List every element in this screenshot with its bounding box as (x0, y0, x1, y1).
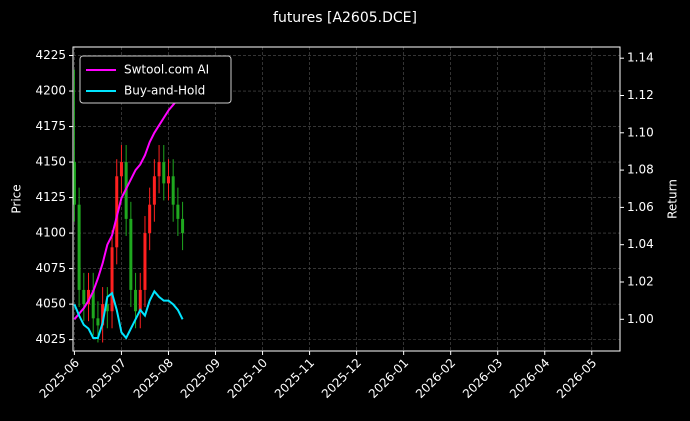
y-axis-label: Price (10, 184, 24, 213)
y2-tick-label: 1.08 (627, 163, 654, 177)
legend-box (79, 55, 232, 104)
x-tick-label: 2025-11 (272, 356, 317, 401)
candle-body (152, 176, 156, 205)
y-tick-label: 4175 (35, 119, 66, 133)
y-tick-label: 4075 (35, 261, 66, 275)
candle-body (119, 162, 123, 177)
legend: Swtool.com AI Buy-and-Hold (79, 55, 232, 104)
candle-body (166, 176, 170, 184)
x-tick-label: 2025-08 (131, 356, 176, 401)
candle-body (134, 289, 138, 312)
y2-tick-label: 1.12 (627, 88, 654, 102)
candle-body (181, 218, 185, 234)
legend-label: Buy-and-Hold (124, 84, 205, 98)
series-line (73, 94, 184, 320)
candle-body (101, 304, 105, 326)
candle-body (171, 176, 175, 205)
y2-tick-label: 1.06 (627, 200, 654, 214)
candle-body (129, 218, 133, 290)
candle-body (176, 204, 180, 219)
candle-body (72, 162, 76, 205)
candle-body (162, 162, 166, 184)
y-tick-label: 4100 (35, 226, 66, 240)
candle-body (138, 289, 142, 312)
candle-body (157, 162, 161, 177)
y2-tick-label: 1.04 (627, 237, 654, 251)
candle-body (105, 304, 109, 312)
candle-body (110, 247, 114, 312)
chart-title: futures [A2605.DCE] (273, 10, 417, 26)
candle-body (91, 289, 95, 319)
candle-body (148, 204, 152, 234)
y2-tick-label: 1.00 (627, 312, 654, 326)
x-tick-label: 2026-05 (554, 356, 599, 401)
x-tick-label: 2025-10 (225, 356, 270, 401)
x-tick-label: 2026-01 (366, 356, 411, 401)
y-tick-label: 4025 (35, 332, 66, 346)
y-tick-label: 4125 (35, 190, 66, 204)
candle-body (96, 318, 100, 326)
plot-frame (72, 46, 621, 352)
y2-tick-label: 1.14 (627, 51, 654, 65)
y2-tick-label: 1.10 (627, 125, 654, 139)
candle-body (82, 289, 86, 305)
x-tick-label: 2026-02 (413, 356, 458, 401)
x-tick-label: 2025-07 (84, 356, 129, 401)
x-tick-label: 2026-03 (460, 356, 505, 401)
candle-body (115, 176, 119, 248)
y-tick-label: 4150 (35, 155, 66, 169)
y-tick-label: 4050 (35, 297, 66, 311)
series-line (73, 289, 184, 340)
x-tick-label: 2025-06 (37, 356, 82, 401)
candle-body (77, 204, 81, 290)
y2-axis-label: Return (666, 179, 680, 219)
x-tick-label: 2025-12 (319, 356, 364, 401)
candle-body (87, 289, 91, 305)
candle-body (143, 233, 147, 290)
x-tick-label: 2026-04 (507, 356, 552, 401)
x-tick-label: 2025-09 (178, 356, 223, 401)
y-tick-label: 4225 (35, 48, 66, 62)
y-tick-label: 4200 (35, 84, 66, 98)
legend-label: Swtool.com AI (124, 63, 209, 77)
y2-tick-label: 1.02 (627, 274, 654, 288)
